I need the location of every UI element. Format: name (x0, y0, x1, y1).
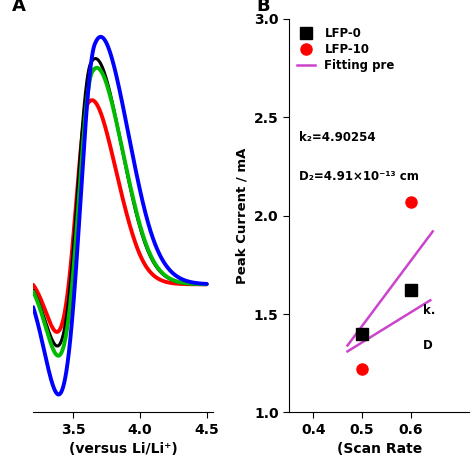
Y-axis label: Peak Current / mA: Peak Current / mA (235, 147, 248, 284)
Line: Fitting pre: Fitting pre (347, 231, 433, 346)
Legend: LFP-0, LFP-10, Fitting pre: LFP-0, LFP-10, Fitting pre (295, 25, 397, 74)
Text: B: B (256, 0, 270, 15)
Line: LFP-0: LFP-0 (356, 285, 416, 339)
Text: A: A (11, 0, 26, 15)
Text: k₂=4.90254: k₂=4.90254 (299, 131, 375, 144)
X-axis label: (versus Li/Li⁺): (versus Li/Li⁺) (69, 442, 178, 456)
LFP-10 (408, 199, 414, 205)
LFP-10 (359, 366, 365, 372)
Text: D₂=4.91×10⁻¹³ cm: D₂=4.91×10⁻¹³ cm (299, 170, 419, 183)
Text: k.: k. (423, 304, 435, 317)
Text: D: D (423, 339, 433, 353)
Line: LFP-10: LFP-10 (356, 196, 416, 374)
X-axis label: (Scan Rate: (Scan Rate (337, 442, 422, 456)
Fitting pre (430, 228, 436, 234)
LFP-0 (408, 288, 414, 293)
LFP-0 (359, 331, 365, 337)
Fitting pre (345, 343, 350, 348)
